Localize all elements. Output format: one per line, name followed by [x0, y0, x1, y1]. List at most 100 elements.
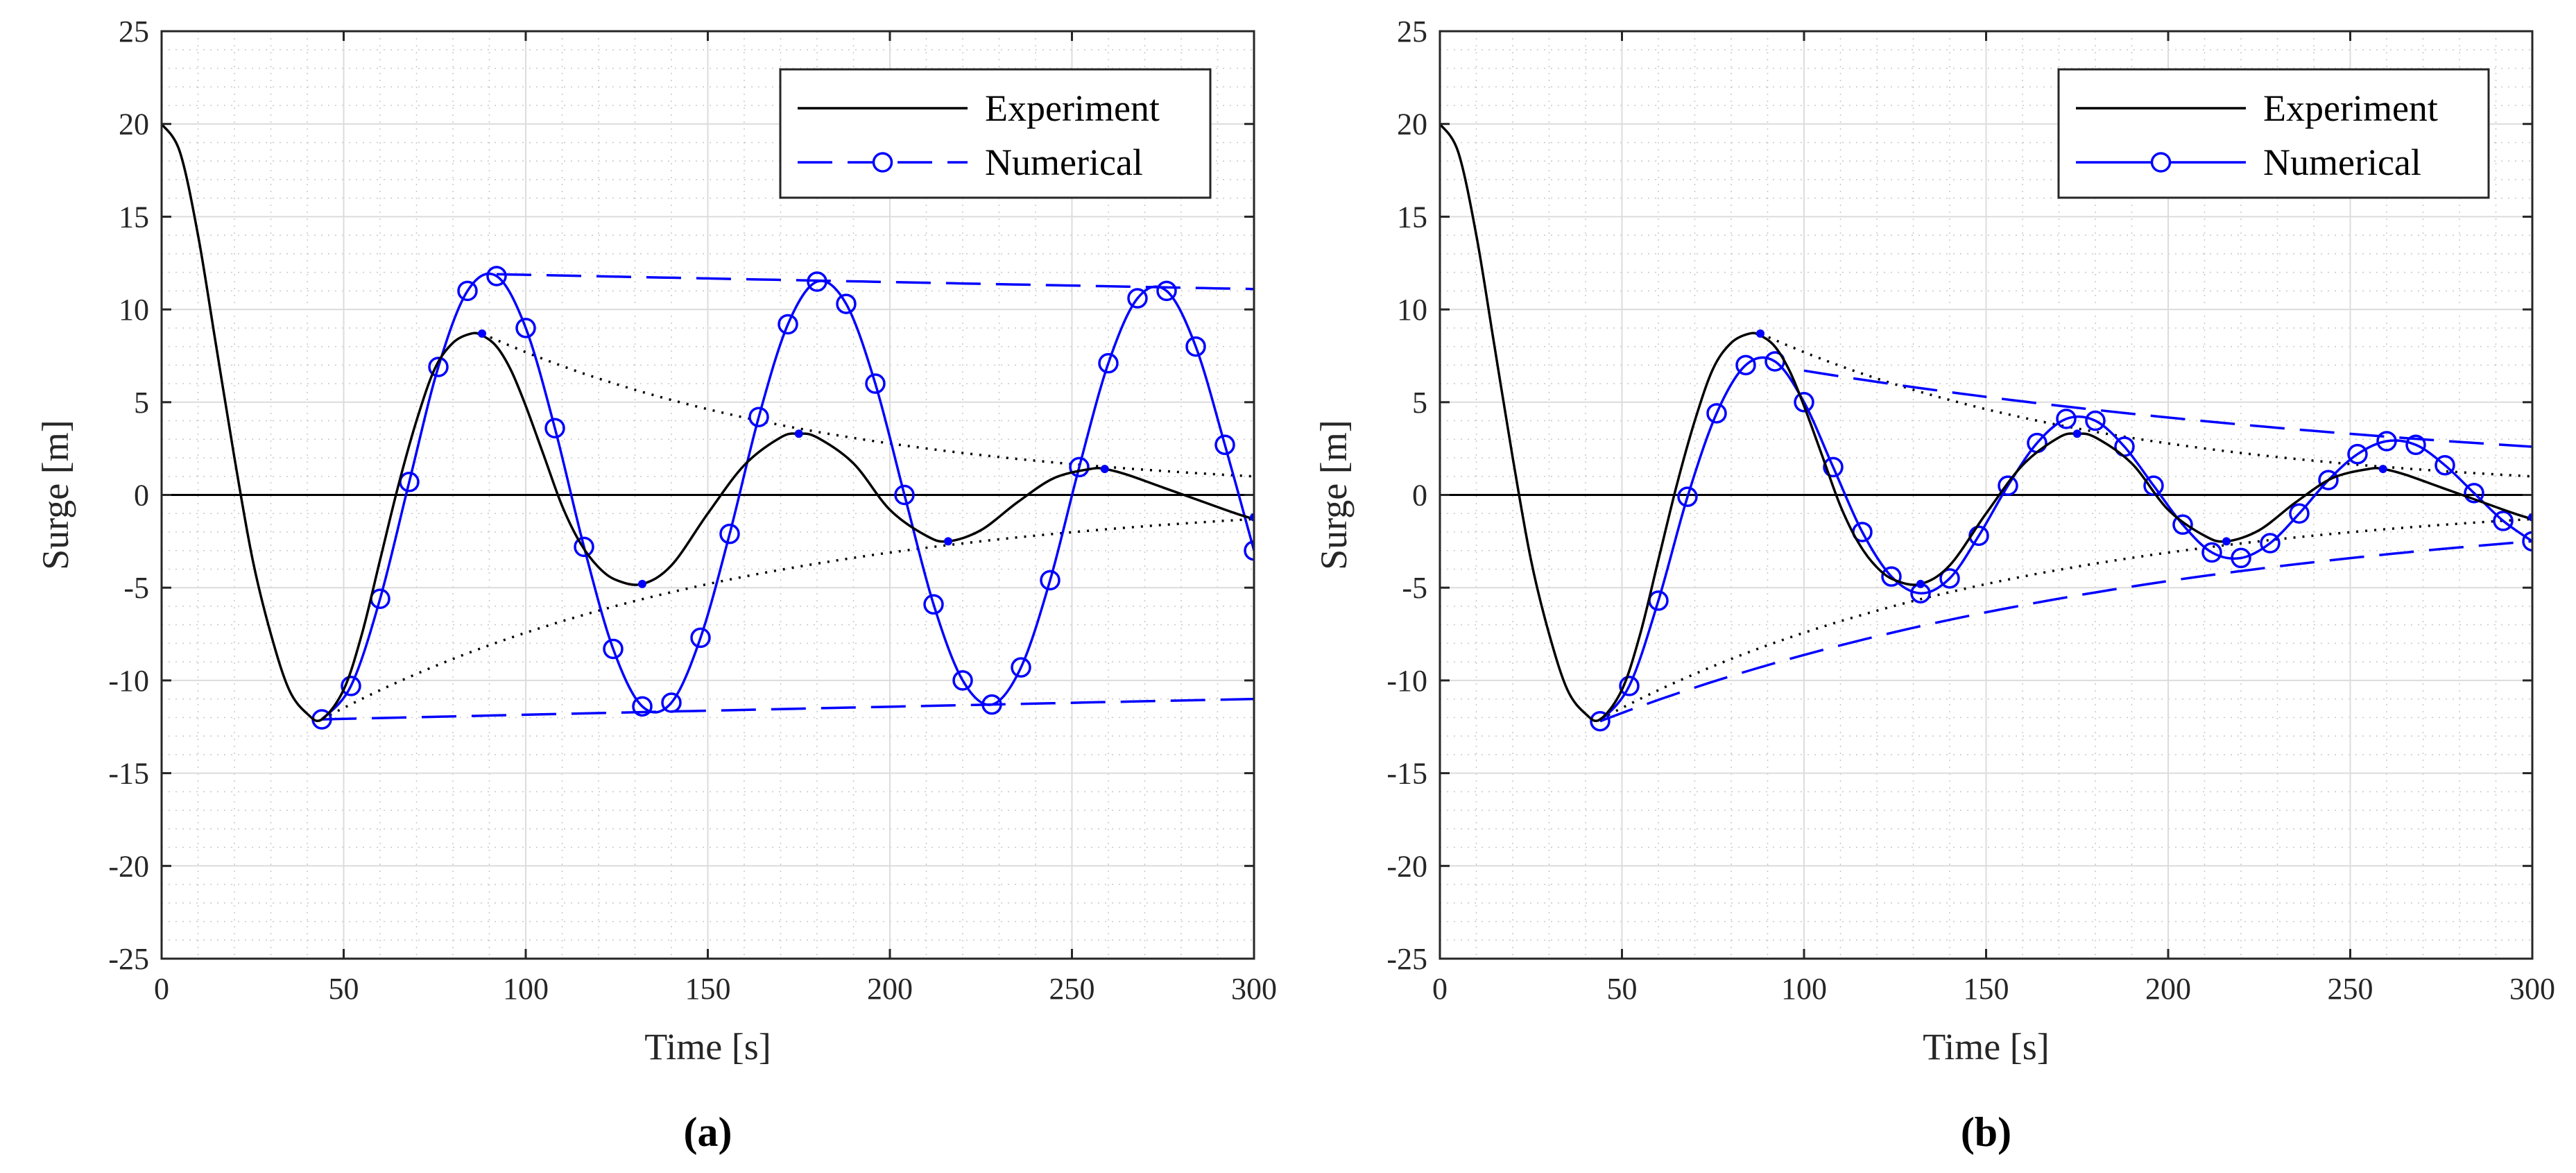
numerical-marker: [1677, 486, 1698, 507]
numerical-marker: [1998, 475, 2018, 496]
numerical-marker: [544, 418, 565, 438]
numerical-marker: [1590, 710, 1611, 732]
numerical-marker: [1244, 540, 1254, 561]
plot-content: [162, 123, 1254, 730]
x-tick-label: 150: [685, 972, 731, 1006]
experiment-peak-marker: [2072, 429, 2081, 438]
numerical-marker: [603, 638, 624, 660]
numerical-marker: [1040, 570, 1061, 591]
legend-label-experiment: Experiment: [985, 87, 1160, 129]
experiment-peak-marker: [478, 329, 486, 338]
numerical-marker: [1619, 676, 1640, 696]
experiment-peak-marker: [1756, 329, 1764, 338]
numerical-marker: [1939, 568, 1960, 589]
numerical-marker: [661, 692, 682, 713]
legend: Experiment Numerical: [779, 68, 1212, 199]
numerical-marker: [1098, 352, 1119, 374]
numerical-marker: [690, 627, 711, 649]
x-tick-label: 250: [2328, 972, 2373, 1006]
experiment-peak-marker: [1916, 579, 1925, 588]
y-tick-label: 25: [1397, 15, 1427, 49]
legend-label-numerical: Numerical: [2263, 142, 2421, 183]
x-tick-label: 0: [154, 972, 169, 1006]
experiment-peak-marker: [638, 579, 646, 588]
panel-label: (b): [1961, 1109, 2011, 1155]
x-tick-label: 50: [1607, 972, 1638, 1006]
numerical-marker: [2493, 511, 2514, 531]
numerical-marker: [2318, 470, 2339, 490]
y-tick-label: 15: [119, 200, 149, 234]
y-tick-label: 5: [1412, 386, 1427, 420]
y-tick-label: -20: [1386, 849, 1427, 883]
x-tick-label: 100: [503, 972, 549, 1006]
y-tick-label: -25: [108, 942, 149, 976]
numerical-marker: [1823, 456, 1844, 478]
numerical-marker: [515, 318, 536, 339]
numerical-marker: [2289, 503, 2310, 524]
experiment-peak-marker: [2378, 465, 2387, 474]
numerical-marker: [2522, 531, 2532, 552]
numerical-marker: [2376, 431, 2397, 452]
numerical-marker: [1881, 566, 1902, 587]
numerical-marker: [981, 694, 1002, 715]
numerical-marker: [2056, 409, 2077, 429]
envelope-numerical-lower: [321, 697, 1254, 721]
experiment-peak-marker: [794, 429, 803, 438]
numerical-marker: [2143, 475, 2164, 496]
x-tick-label: 200: [867, 972, 913, 1006]
numerical-marker: [2172, 514, 2193, 536]
series-line-numerical: [1599, 356, 2532, 722]
x-tick-label: 150: [1964, 972, 2009, 1006]
y-tick-label: 5: [134, 386, 149, 420]
x-tick-label: 250: [1049, 972, 1095, 1006]
numerical-marker: [1011, 657, 1031, 678]
numerical-marker: [1156, 280, 1177, 302]
numerical-marker: [836, 293, 857, 314]
panel-label: (a): [684, 1109, 732, 1155]
experiment-peak-marker: [2222, 537, 2231, 546]
numerical-marker: [807, 271, 827, 292]
numerical-marker: [2464, 483, 2484, 504]
y-tick-label: -20: [108, 849, 149, 883]
x-tick-label: 300: [1231, 972, 1277, 1006]
chart-panel-a: 0 50 100 150 200 250 3002520151050-5-10-15-20-…: [35, 15, 1277, 1155]
legend-box: [779, 68, 1212, 199]
x-tick-label: 100: [1781, 972, 1827, 1006]
legend-marker-numerical: [2150, 152, 2172, 173]
envelope-numerical-upper: [496, 273, 1254, 291]
experiment-peak-marker: [944, 537, 952, 546]
numerical-marker: [574, 536, 594, 558]
legend-marker-numerical: [872, 152, 893, 173]
experiment-peak-marker: [1100, 465, 1109, 474]
numerical-marker: [632, 696, 653, 717]
numerical-marker: [748, 406, 769, 427]
legend-label-experiment: Experiment: [2263, 87, 2438, 129]
numerical-marker: [1735, 354, 1756, 376]
numerical-marker: [719, 523, 740, 545]
chart-panel-b: 0 50 100 150 200 250 3002520151050-5-10-15-20-…: [1313, 15, 2555, 1155]
y-tick-label: 25: [119, 15, 149, 49]
y-tick-label: -10: [108, 664, 149, 698]
numerical-marker: [923, 594, 944, 615]
y-tick-label: -10: [1386, 664, 1427, 698]
y-tick-label: -5: [123, 571, 149, 605]
numerical-marker: [894, 484, 915, 506]
legend-box: [2057, 68, 2490, 199]
y-tick-label: 0: [134, 479, 149, 513]
y-tick-label: 10: [119, 293, 149, 327]
legend: Experiment Numerical: [2057, 68, 2490, 199]
numerical-marker: [428, 357, 449, 377]
series-line-experiment: [1440, 123, 2532, 722]
x-axis-label: Time [s]: [644, 1026, 771, 1068]
numerical-marker: [1069, 456, 1090, 478]
x-tick-label: 50: [329, 972, 359, 1006]
numerical-marker: [2347, 443, 2368, 465]
x-tick-label: 200: [2145, 972, 2191, 1006]
numerical-marker: [2405, 434, 2426, 456]
plot-content: [1440, 123, 2532, 732]
y-tick-label: 20: [1397, 108, 1427, 142]
y-tick-label: -5: [1402, 571, 1427, 605]
y-tick-label: 15: [1397, 200, 1427, 234]
numerical-marker: [2085, 410, 2106, 431]
